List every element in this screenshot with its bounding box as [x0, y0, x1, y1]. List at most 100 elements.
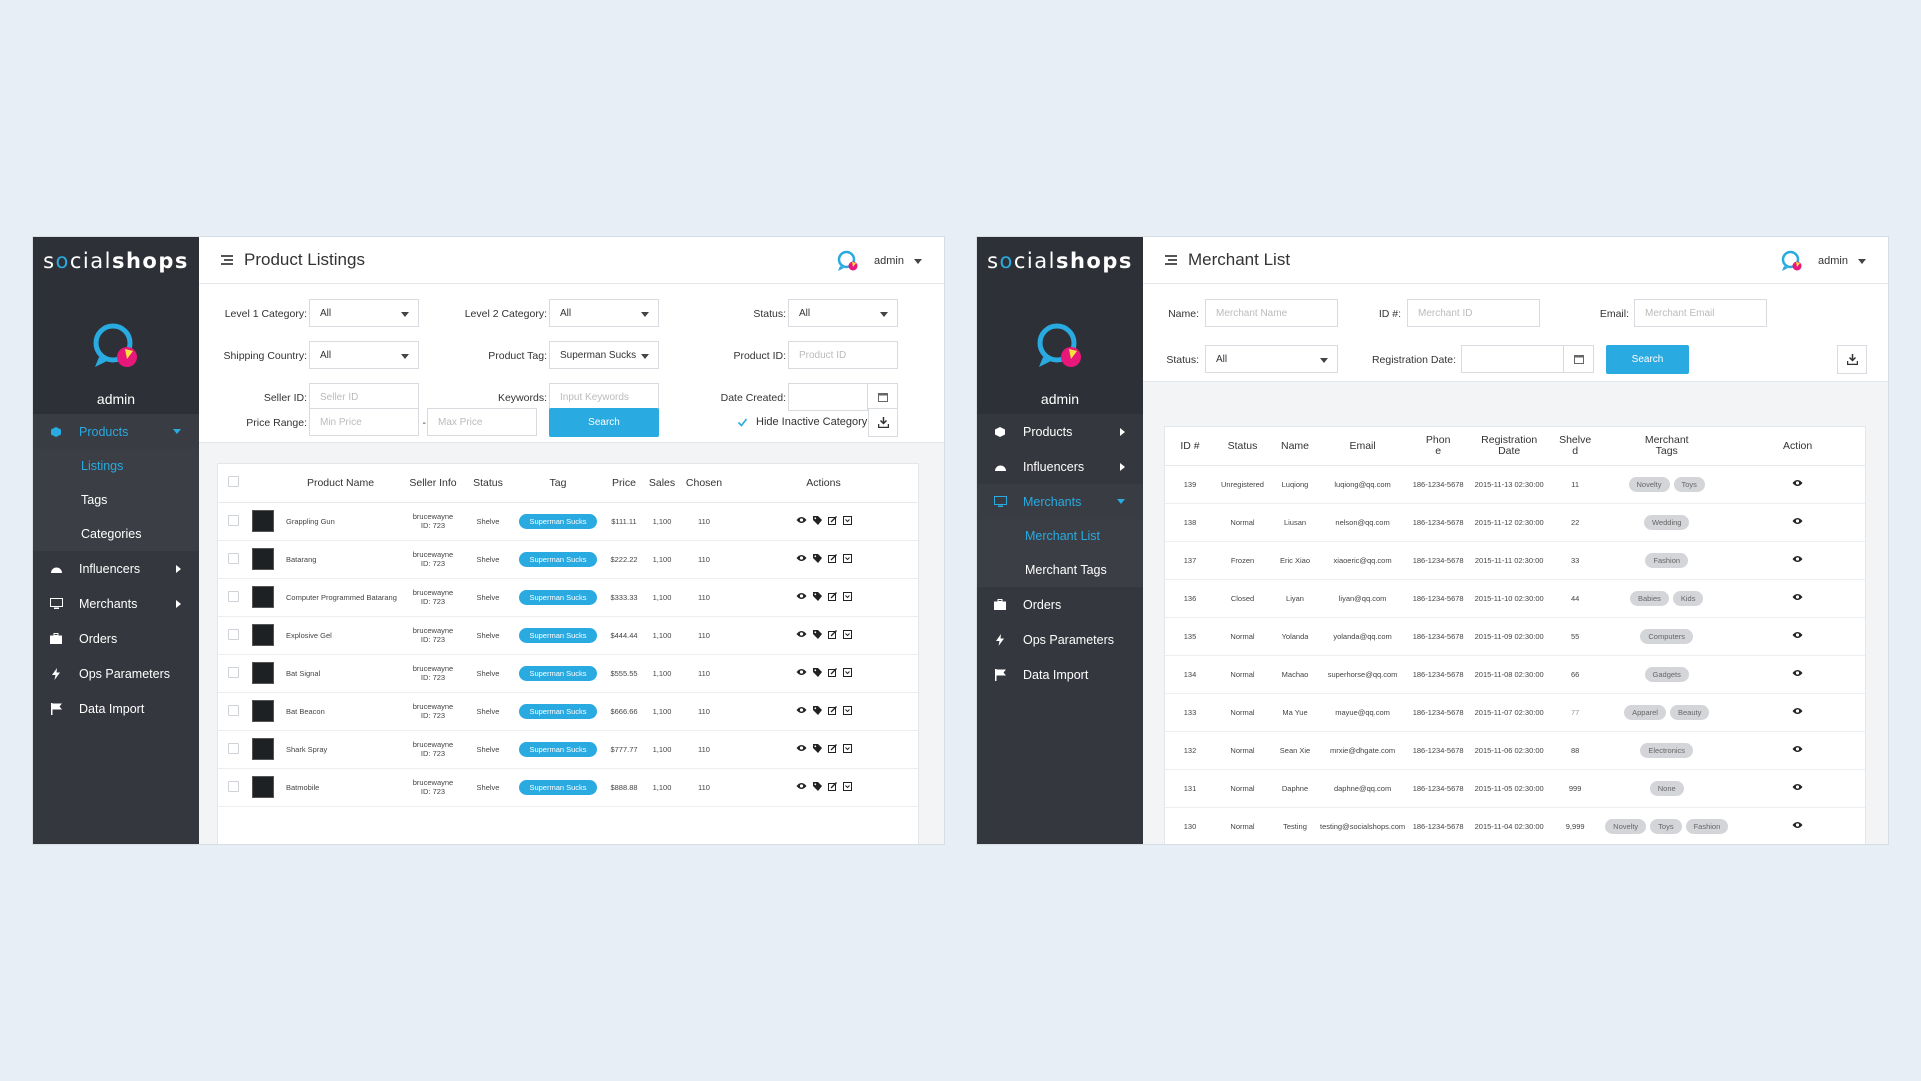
column-header-sales[interactable]: Sales	[645, 464, 679, 503]
select-all-checkbox[interactable]	[227, 475, 239, 487]
column-header-price[interactable]: Price	[603, 464, 645, 503]
tag-icon[interactable]	[812, 781, 822, 791]
email-cell[interactable]: superhorse@qq.com	[1320, 655, 1406, 694]
merchant-email-input[interactable]: Merchant Email	[1634, 299, 1767, 327]
row-checkbox[interactable]	[227, 666, 239, 678]
sidebar-subitem-merchant-tags[interactable]: Merchant Tags	[1025, 563, 1107, 577]
email-cell[interactable]: nelson@qq.com	[1320, 503, 1406, 542]
product-thumbnail[interactable]	[252, 700, 274, 722]
tag-pill[interactable]: Superman Sucks	[519, 665, 597, 681]
tag-pill[interactable]: Superman Sucks	[519, 741, 597, 757]
shelve-icon[interactable]	[842, 515, 852, 525]
table-row[interactable]: 130 Normal Testing testing@socialshops.com 1…	[1165, 807, 1865, 844]
email-cell[interactable]: yolanda@qq.com	[1320, 617, 1406, 656]
email-cell[interactable]: daphne@qq.com	[1320, 769, 1406, 808]
column-header-email[interactable]: Email	[1320, 427, 1406, 466]
sidebar-item-influencers[interactable]: Influencers	[33, 551, 199, 586]
row-checkbox[interactable]	[227, 552, 239, 564]
table-row[interactable]: Shark Spray brucewayne ID: 723 Shelve Superm…	[218, 730, 918, 769]
edit-icon[interactable]	[827, 553, 837, 563]
product-tag-select[interactable]: Superman Sucks	[549, 341, 659, 369]
product-thumbnail[interactable]	[252, 776, 274, 798]
merchant-tag-pill[interactable]: Beauty	[1669, 704, 1710, 720]
tag-icon[interactable]	[812, 629, 822, 639]
sidebar-item-ops-parameters[interactable]: Ops Parameters	[977, 622, 1143, 657]
calendar-icon[interactable]	[1563, 346, 1593, 372]
product-name[interactable]: Batmobile	[278, 768, 403, 807]
tag-icon[interactable]	[812, 553, 822, 563]
view-eye-icon[interactable]	[796, 630, 807, 638]
view-eye-icon[interactable]	[796, 516, 807, 524]
merchant-tag-pill[interactable]: Fashion	[1685, 818, 1729, 834]
table-row[interactable]: 132 Normal Sean Xie mrxie@dhgate.com 186-123…	[1165, 731, 1865, 770]
table-row[interactable]: Bat Signal brucewayne ID: 723 Shelve Superma…	[218, 654, 918, 693]
merchant-tag-pill[interactable]: Computers	[1640, 628, 1694, 644]
view-eye-icon[interactable]	[796, 744, 807, 752]
table-row[interactable]: 133 Normal Ma Yue mayue@qq.com 186-1234-5678…	[1165, 693, 1865, 732]
edit-icon[interactable]	[827, 515, 837, 525]
row-checkbox[interactable]	[227, 742, 239, 754]
search-button[interactable]: Search	[1606, 345, 1689, 374]
sidebar-item-merchants[interactable]: Merchants	[33, 586, 199, 621]
email-cell[interactable]: liyan@qq.com	[1320, 579, 1406, 618]
edit-icon[interactable]	[827, 743, 837, 753]
table-row[interactable]: 136 Closed Liyan liyan@qq.com 186-1234-5678 2…	[1165, 579, 1865, 618]
product-name[interactable]: Shark Spray	[278, 730, 403, 769]
sidebar-subitem-tags[interactable]: Tags	[81, 493, 108, 507]
registration-date-input[interactable]	[1461, 345, 1594, 373]
download-button[interactable]	[1837, 345, 1867, 374]
table-row[interactable]: Batarang brucewayne ID: 723 Shelve Superman …	[218, 540, 918, 579]
row-checkbox[interactable]	[227, 628, 239, 640]
min-price-input[interactable]: Min Price	[309, 408, 419, 436]
row-checkbox[interactable]	[227, 590, 239, 602]
column-header-seller-info[interactable]: Seller Info	[403, 464, 463, 503]
product-name[interactable]: Computer Programmed Batarang	[278, 578, 403, 617]
merchant-tag-pill[interactable]: Gadgets	[1644, 666, 1689, 682]
sidebar-item-products[interactable]: Products	[33, 414, 199, 449]
table-row[interactable]: 138 Normal Liusan nelson@qq.com 186-1234-567…	[1165, 503, 1865, 542]
edit-icon[interactable]	[827, 781, 837, 791]
sidebar-item-orders[interactable]: Orders	[977, 587, 1143, 622]
product-name[interactable]: Bat Signal	[278, 654, 403, 693]
tag-pill[interactable]: Superman Sucks	[519, 551, 597, 567]
merchant-tag-pill[interactable]: Toys	[1673, 476, 1705, 492]
merchant-tag-pill[interactable]: Toys	[1650, 818, 1682, 834]
merchant-tag-pill[interactable]: Wedding	[1643, 514, 1690, 530]
view-eye-icon[interactable]	[796, 706, 807, 714]
download-button[interactable]	[868, 408, 898, 437]
sidebar-item-data-import[interactable]: Data Import	[977, 657, 1143, 692]
view-eye-icon[interactable]	[1792, 746, 1803, 755]
shelve-icon[interactable]	[842, 743, 852, 753]
view-eye-icon[interactable]	[796, 782, 807, 790]
shelve-icon[interactable]	[842, 667, 852, 677]
keywords-input[interactable]: Input Keywords	[549, 383, 659, 411]
brand-logo[interactable]: s o cial shops	[43, 249, 189, 273]
product-thumbnail[interactable]	[252, 510, 274, 532]
view-eye-icon[interactable]	[796, 554, 807, 562]
product-thumbnail[interactable]	[252, 662, 274, 684]
sidebar-item-data-import[interactable]: Data Import	[33, 691, 199, 726]
sidebar-subitem-listings[interactable]: Listings	[81, 459, 124, 473]
shelve-icon[interactable]	[842, 553, 852, 563]
sidebar-subitem-categories[interactable]: Categories	[81, 527, 142, 541]
email-cell[interactable]: mrxie@dhgate.com	[1320, 731, 1406, 770]
table-row[interactable]: 135 Normal Yolanda yolanda@qq.com 186-1234-5…	[1165, 617, 1865, 656]
shelve-icon[interactable]	[842, 629, 852, 639]
view-eye-icon[interactable]	[1792, 556, 1803, 565]
column-header-id[interactable]: ID #	[1165, 427, 1215, 466]
tag-pill[interactable]: Superman Sucks	[519, 589, 597, 605]
product-name[interactable]: Batarang	[278, 540, 403, 579]
view-eye-icon[interactable]	[1792, 480, 1803, 489]
sidebar-item-products[interactable]: Products	[977, 414, 1143, 449]
email-cell[interactable]: testing@socialshops.com	[1320, 807, 1406, 844]
column-header-shelved[interactable]: Shelve d	[1547, 427, 1604, 466]
merchant-tag-pill[interactable]: Apparel	[1624, 704, 1666, 720]
table-row[interactable]: Grappling Gun brucewayne ID: 723 Shelve Supe…	[218, 502, 918, 541]
tag-icon[interactable]	[812, 515, 822, 525]
merchant-name-input[interactable]: Merchant Name	[1205, 299, 1338, 327]
table-row[interactable]: 137 Frozen Eric Xiao xiaoeric@qq.com 186-123…	[1165, 541, 1865, 580]
column-header-registration-date[interactable]: Registration Date	[1471, 427, 1548, 466]
shelve-icon[interactable]	[842, 705, 852, 715]
level1-category-select[interactable]: All	[309, 299, 419, 327]
merchant-tag-pill[interactable]: None	[1649, 780, 1684, 796]
